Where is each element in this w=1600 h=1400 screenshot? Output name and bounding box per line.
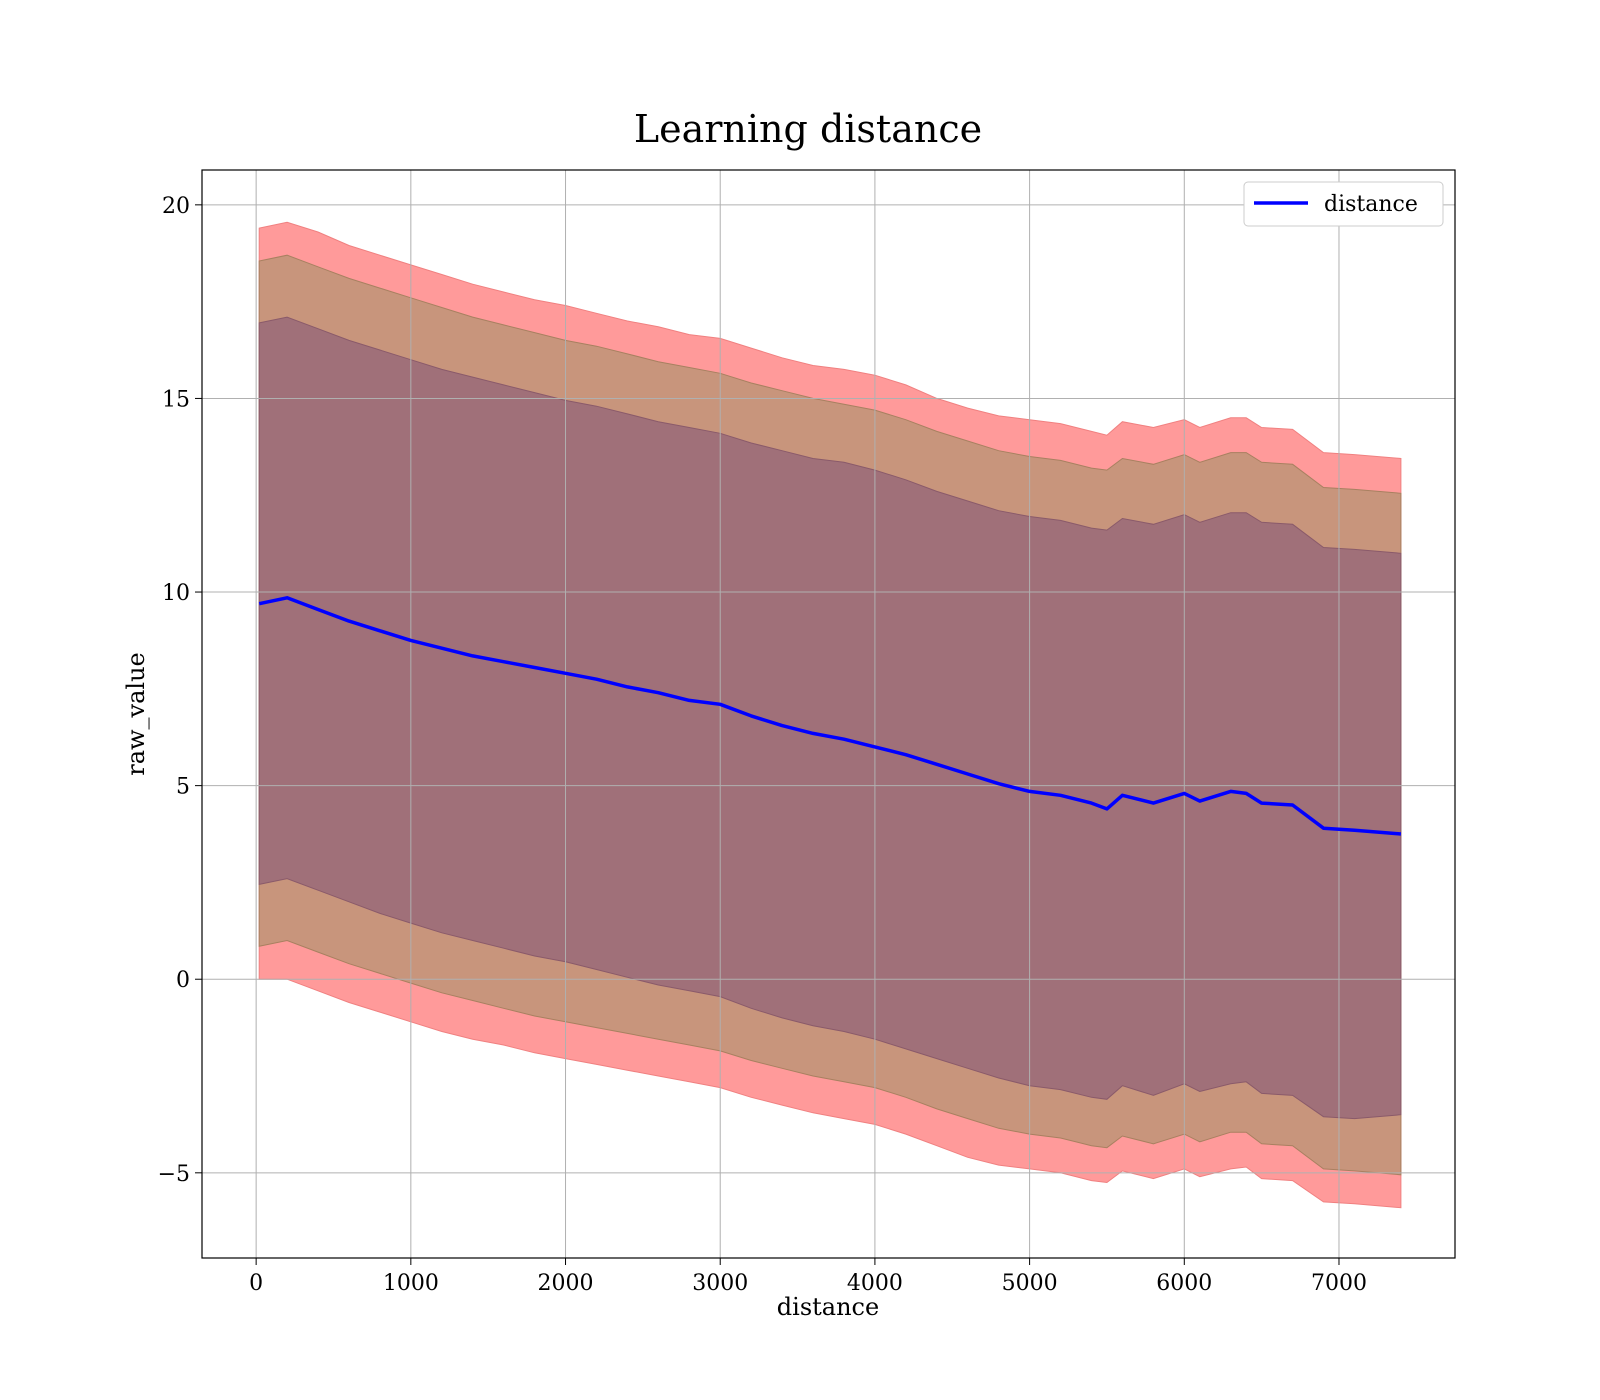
- x-axis-label: distance: [777, 1293, 879, 1321]
- y-tick-label: 0: [176, 968, 190, 993]
- band-inner: [258, 316, 1402, 1120]
- y-tick-label: 15: [162, 387, 190, 412]
- chart-title: Learning distance: [634, 107, 982, 151]
- confidence-bands: [258, 221, 1402, 1209]
- y-axis-label: raw_value: [122, 652, 150, 776]
- x-axis-ticks: 0 1000 2000 3000 4000 5000 6000 7000: [249, 1258, 1367, 1296]
- plot-area: [201, 169, 1456, 1259]
- y-tick-label: 20: [162, 194, 190, 219]
- legend-label-distance: distance: [1324, 192, 1418, 217]
- x-tick-label: 6000: [1156, 1271, 1212, 1296]
- y-tick-label: 10: [162, 581, 190, 606]
- legend-box: [1243, 181, 1444, 227]
- series-line-distance: [258, 596, 1402, 836]
- y-tick-label: −5: [158, 1162, 190, 1187]
- x-tick-label: 1000: [383, 1271, 439, 1296]
- series-lines: [258, 596, 1402, 836]
- x-tick-label: 2000: [538, 1271, 594, 1296]
- x-tick-label: 5000: [1002, 1271, 1058, 1296]
- grid: [202, 170, 1455, 1258]
- x-tick-label: 4000: [847, 1271, 903, 1296]
- plot-frame: [201, 169, 1456, 1259]
- y-axis-ticks: −5 0 5 10 15 20: [158, 194, 202, 1187]
- x-tick-label: 7000: [1311, 1271, 1367, 1296]
- legend: distance: [1243, 181, 1444, 227]
- y-tick-label: 5: [176, 775, 190, 800]
- x-tick-label: 3000: [692, 1271, 748, 1296]
- x-tick-label: 0: [249, 1271, 263, 1296]
